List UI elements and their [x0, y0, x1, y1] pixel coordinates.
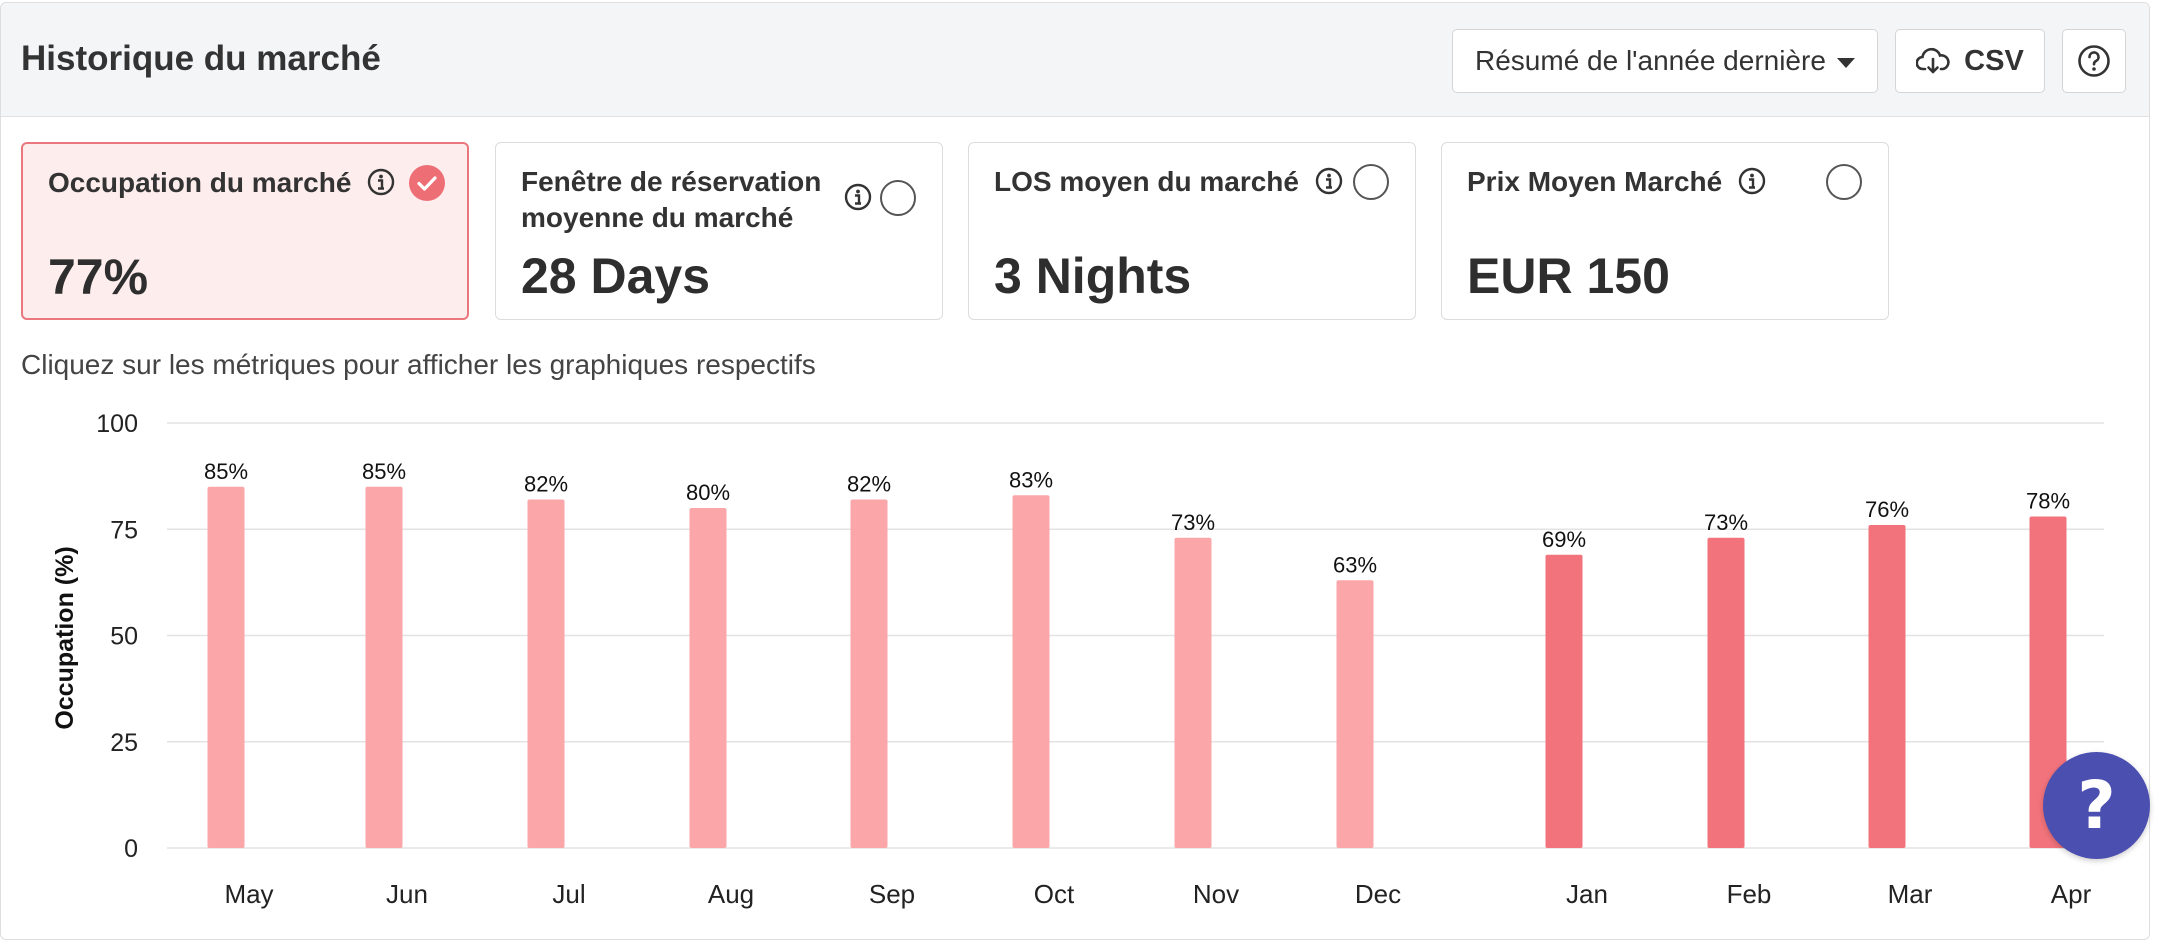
csv-label: CSV [1964, 44, 2024, 77]
question-mark-icon: ? [2077, 767, 2116, 844]
bar-value-label: 69% [1542, 527, 1586, 552]
bar-value-label: 80% [686, 480, 730, 505]
bar-value-label: 85% [362, 459, 406, 484]
metric-card-occupancy[interactable]: Occupation du marché 77% [21, 142, 469, 320]
bar-may[interactable] [207, 486, 245, 848]
metric-card-avg-price[interactable]: Prix Moyen Marché EUR 150 [1441, 142, 1889, 320]
y-tick-label: 25 [110, 729, 138, 757]
help-circle-icon [2078, 45, 2110, 77]
y-axis-label: Occupation (%) [51, 546, 79, 729]
period-select[interactable]: Résumé de l'année dernière [1452, 29, 1878, 93]
x-tick-label: Sep [869, 879, 915, 909]
selected-check-icon[interactable] [409, 165, 445, 201]
metric-card-booking-window[interactable]: Fenêtre de réservation moyenne du marché… [495, 142, 943, 320]
x-tick-label: Jun [386, 879, 428, 909]
metric-value: 77% [48, 249, 149, 305]
metric-value: 3 Nights [994, 248, 1192, 304]
cloud-download-icon [1916, 47, 1950, 74]
x-tick-label: Feb [1727, 879, 1772, 909]
metric-label-text: LOS moyen du marché [994, 166, 1299, 197]
metric-label-line2: moyenne du marché [521, 202, 794, 233]
x-axis-ticks: May Jun Jul Aug Sep Oct Nov Dec Jan Feb Mar Apr [224, 879, 2091, 909]
bar-oct[interactable] [1012, 495, 1050, 848]
period-select-value: Résumé de l'année dernière [1475, 45, 1826, 76]
metric-label: LOS moyen du marché [994, 164, 1343, 200]
metric-label: Occupation du marché [48, 165, 395, 201]
y-tick-label: 75 [110, 516, 138, 544]
x-tick-label: Nov [1193, 879, 1239, 909]
bar-value-label: 82% [847, 472, 891, 497]
bar-value-label: 83% [1009, 467, 1053, 492]
panel-header: Historique du marché Résumé de l'année d… [1, 3, 2149, 117]
metric-label: Prix Moyen Marché [1467, 164, 1766, 200]
info-icon[interactable] [1315, 167, 1343, 195]
bar-value-label: 85% [204, 459, 248, 484]
metric-value: 28 Days [521, 248, 711, 304]
metric-label-text: Prix Moyen Marché [1467, 166, 1723, 197]
info-icon[interactable] [367, 168, 395, 196]
y-tick-label: 0 [124, 835, 138, 863]
bar-value-label: 73% [1704, 510, 1748, 535]
x-tick-label: Apr [2051, 879, 2092, 909]
chart-gridlines [167, 422, 2104, 849]
chevron-down-icon [1837, 58, 1855, 68]
bar-nov[interactable] [1174, 537, 1212, 848]
bar-jan[interactable] [1545, 554, 1583, 848]
bar-value-label: 73% [1171, 510, 1215, 535]
metric-radio[interactable] [1826, 164, 1862, 200]
y-axis-ticks: 0 25 50 75 100 [96, 410, 138, 863]
metric-value: EUR 150 [1467, 248, 1670, 304]
metric-card-avg-los[interactable]: LOS moyen du marché 3 Nights [968, 142, 1416, 320]
x-tick-label: May [224, 879, 273, 909]
bar-value-label: 76% [1865, 497, 1909, 522]
x-tick-label: Oct [1034, 879, 1075, 909]
bar-value-label: 78% [2026, 489, 2070, 514]
help-button[interactable] [2062, 29, 2126, 93]
metric-radio[interactable] [1353, 164, 1389, 200]
occupancy-bar-chart: 0 25 50 75 100 Occupation (%) 85% 85% 82% 80% 82… [51, 410, 2104, 909]
page-title: Historique du marché [21, 39, 381, 78]
bar-jul[interactable] [527, 499, 565, 849]
y-tick-label: 100 [96, 410, 138, 438]
info-icon[interactable] [1738, 167, 1766, 195]
bar-feb[interactable] [1707, 537, 1745, 848]
metric-radio[interactable] [880, 180, 916, 216]
bar-aug[interactable] [689, 508, 727, 848]
metric-label-text: Occupation du marché [48, 167, 352, 198]
chart-bars: 85% 85% 82% 80% 82% 83% 73% 63% 69% 73% 76% 78% [204, 459, 2070, 848]
bar-mar[interactable] [1868, 525, 1906, 848]
csv-download-button[interactable]: CSV [1895, 29, 2045, 93]
info-icon[interactable] [844, 183, 872, 211]
bar-dec[interactable] [1336, 580, 1374, 848]
bar-jun[interactable] [365, 486, 403, 848]
x-tick-label: Dec [1355, 879, 1401, 909]
x-tick-label: Jul [552, 879, 585, 909]
bar-value-label: 63% [1333, 552, 1377, 577]
metric-label-line1: Fenêtre de réservation [521, 166, 822, 197]
bar-sep[interactable] [850, 499, 888, 849]
bar-apr[interactable] [2029, 516, 2067, 849]
bar-value-label: 82% [524, 472, 568, 497]
x-tick-label: Jan [1566, 879, 1608, 909]
x-tick-label: Aug [708, 879, 754, 909]
metric-label: Fenêtre de réservation moyenne du marché [521, 164, 821, 236]
x-tick-label: Mar [1888, 879, 1933, 909]
y-tick-label: 50 [110, 623, 138, 651]
support-chat-button[interactable]: ? [2043, 752, 2150, 859]
chart-hint: Cliquez sur les métriques pour afficher … [21, 349, 816, 380]
